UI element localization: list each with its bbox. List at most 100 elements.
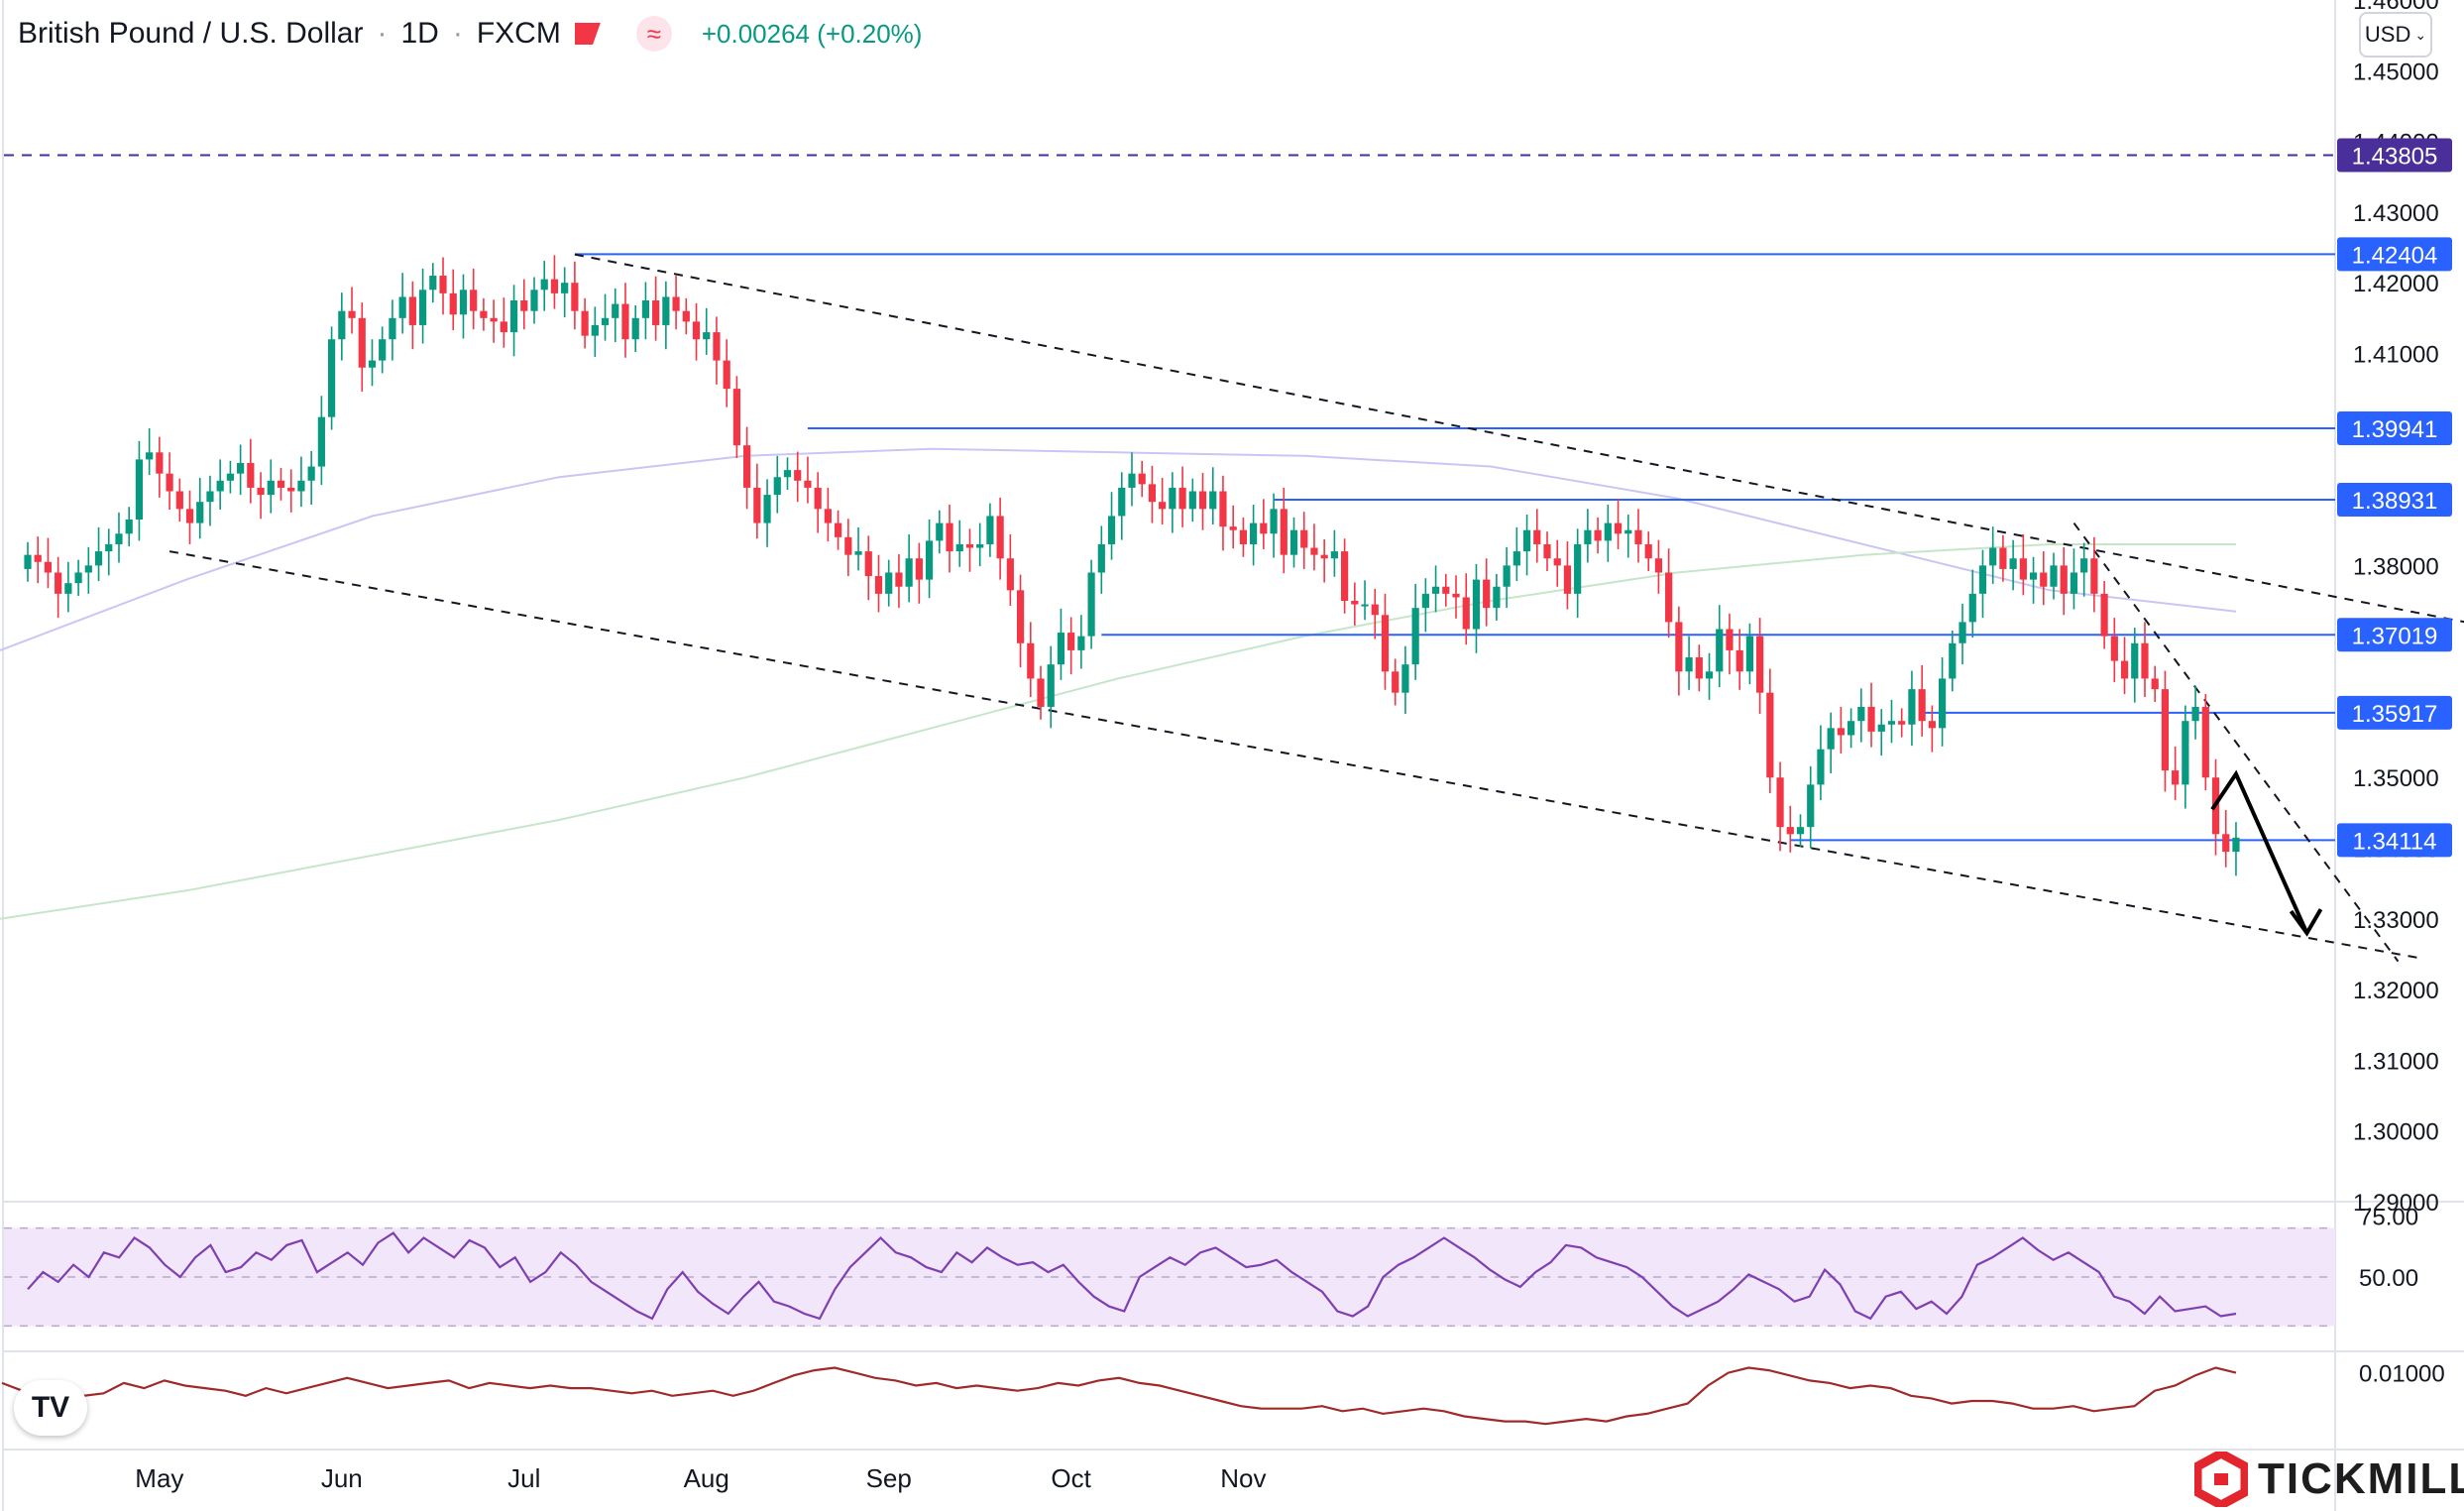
candle-down — [682, 310, 690, 322]
candle-down — [895, 572, 903, 587]
candle-down — [713, 332, 721, 361]
candle-down — [34, 554, 42, 562]
candle-down — [1159, 502, 1167, 510]
candle-down — [1553, 558, 1561, 566]
candle-up — [1209, 491, 1217, 510]
currency-selector[interactable]: USD ⌄ — [2359, 12, 2432, 58]
tradingview-logo-icon[interactable]: TV — [14, 1380, 87, 1436]
candle-up — [1908, 689, 1916, 725]
approx-icon[interactable]: ≈ — [635, 16, 672, 52]
candle-up — [1624, 529, 1632, 534]
candle-up — [297, 480, 305, 492]
ma-green-line — [0, 543, 2236, 920]
candle-down — [1452, 593, 1460, 598]
candle-up — [2050, 565, 2058, 587]
candle-down — [2110, 636, 2118, 661]
candle-down — [1219, 491, 1227, 527]
candle-down — [1178, 487, 1186, 510]
candle-up — [206, 491, 214, 503]
chevron-down-icon: ⌄ — [2414, 26, 2427, 43]
currency-label: USD — [2364, 22, 2411, 47]
candle-down — [874, 576, 883, 594]
source-label: FXCM — [476, 17, 561, 50]
candle-up — [1949, 642, 1957, 679]
candle-up — [24, 554, 32, 569]
level-badge — [2337, 410, 2452, 445]
candle-up — [1604, 523, 1612, 541]
candle-down — [2222, 834, 2230, 853]
candle-down — [2019, 558, 2027, 580]
candle-down — [692, 321, 701, 340]
flag-icon[interactable] — [574, 23, 601, 45]
candle-down — [1644, 543, 1652, 559]
y-tick-label: 1.41000 — [2353, 341, 2439, 368]
candle-up — [2070, 572, 2078, 594]
y-tick-label: 1.38000 — [2353, 553, 2439, 580]
candle-up — [216, 480, 224, 492]
x-tick-label: Jun — [321, 1463, 363, 1493]
symbol-title[interactable]: British Pound / U.S. Dollar — [18, 17, 364, 50]
candle-up — [226, 473, 234, 481]
candle-down — [247, 462, 255, 488]
candle-up — [612, 303, 619, 318]
candle-down — [1786, 827, 1794, 835]
y-tick-label: 1.43000 — [2353, 200, 2439, 227]
candlesticks — [24, 255, 2240, 876]
projection-arrowhead — [2289, 908, 2323, 937]
candle-down — [571, 283, 579, 311]
lower-channel-trendline — [168, 550, 2419, 960]
candle-down — [1037, 678, 1045, 707]
candle-up — [2182, 721, 2189, 785]
candle-down — [946, 523, 953, 552]
candle-down — [2060, 565, 2068, 594]
candle-down — [672, 296, 680, 311]
interval-label[interactable]: 1D — [400, 17, 439, 50]
candle-down — [1665, 572, 1673, 623]
candle-down — [2151, 678, 2159, 690]
level-label: 1.37019 — [2352, 623, 2438, 649]
candle-up — [1411, 608, 1419, 665]
candle-down — [1695, 657, 1703, 679]
candle-up — [509, 300, 518, 333]
candle-down — [864, 551, 872, 577]
trendlines[interactable] — [168, 253, 2464, 963]
candle-up — [418, 290, 427, 325]
candle-down — [439, 276, 447, 293]
level-label: 1.34114 — [2353, 828, 2437, 855]
candle-up — [1807, 784, 1815, 828]
candle-up — [631, 317, 639, 340]
candle-up — [1503, 565, 1511, 587]
candle-up — [459, 290, 468, 315]
candle-up — [662, 296, 670, 325]
projection-arrow[interactable] — [2210, 769, 2323, 937]
current-price-badge — [2337, 138, 2452, 173]
candle-down — [449, 292, 457, 315]
candle-up — [1401, 664, 1409, 693]
candle-down — [277, 480, 285, 488]
candle-down — [965, 543, 974, 548]
level-badge — [2337, 823, 2452, 858]
candle-up — [307, 466, 315, 481]
level-label: 1.42404 — [2352, 242, 2438, 269]
candle-down — [287, 487, 295, 492]
y-tick-label: 1.29000 — [2353, 1190, 2439, 1217]
candle-down — [1898, 721, 1906, 725]
moving-averages — [0, 447, 2237, 920]
candle-up — [125, 520, 133, 534]
candle-up — [763, 495, 771, 523]
candle-down — [1634, 529, 1642, 544]
candle-down — [2090, 558, 2098, 594]
candle-down — [723, 360, 730, 390]
y-tick-label: 1.35000 — [2353, 765, 2439, 792]
candle-up — [1270, 509, 1278, 534]
candle-up — [74, 572, 82, 584]
candle-down — [166, 473, 173, 492]
candle-down — [2161, 689, 2170, 771]
candle-up — [1421, 593, 1429, 609]
candle-down — [1654, 558, 1663, 573]
candle-up — [1472, 579, 1481, 630]
oscillator-pane — [1, 1366, 2237, 1426]
candle-up — [328, 339, 336, 417]
candle-down — [2172, 770, 2180, 785]
